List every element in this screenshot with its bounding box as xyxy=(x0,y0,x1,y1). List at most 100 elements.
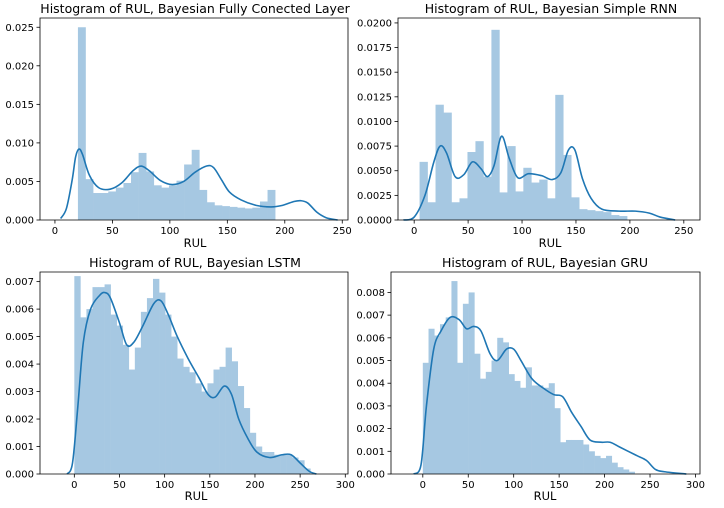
histogram-bar xyxy=(485,371,492,474)
histogram-bar xyxy=(115,187,124,220)
y-tick-label: 0.004 xyxy=(5,360,34,371)
histogram-bar xyxy=(304,468,311,474)
plot-frame xyxy=(397,17,701,221)
y-tick-label: 0.0150 xyxy=(357,68,392,79)
x-tick-label: 300 xyxy=(686,480,705,491)
y-tick-label: 0.005 xyxy=(356,356,385,367)
histogram-bar xyxy=(116,325,124,474)
x-tick-label: 150 xyxy=(200,480,219,491)
histogram-bar xyxy=(249,432,257,474)
y-tick-label: 0.015 xyxy=(5,100,34,111)
y-tick-label: 0.003 xyxy=(356,401,385,412)
histogram-bar xyxy=(514,380,521,474)
panel-simple-rnn: Histogram of RUL, Bayesian Simple RNN 0 5… xyxy=(357,1,701,250)
histogram-bar xyxy=(579,209,588,220)
histogram-bar xyxy=(617,467,624,474)
histogram-bar xyxy=(483,176,492,220)
histogram-bar xyxy=(189,372,196,474)
x-tick-label: 50 xyxy=(462,480,475,491)
panel-title: Histogram of RUL, Bayesian Fully Conecte… xyxy=(40,1,350,16)
y-tick-label: 0.007 xyxy=(356,311,385,322)
kde-curve xyxy=(59,148,338,221)
histogram-bar xyxy=(280,454,287,474)
histogram-bar xyxy=(531,182,540,220)
histogram-bar xyxy=(259,201,268,220)
x-axis-label: RUL xyxy=(184,236,207,250)
histogram-bar xyxy=(195,383,202,474)
y-tick-label: 0.007 xyxy=(5,277,34,288)
panel-title: Histogram of RUL, Bayesian GRU xyxy=(442,255,648,270)
y-tick-label: 0.004 xyxy=(356,379,385,390)
histogram-bar xyxy=(183,366,190,474)
x-axis-ticks: 0 50 100 150 200 250 xyxy=(52,220,352,237)
y-tick-label: 0.006 xyxy=(356,333,385,344)
x-tick-label: 200 xyxy=(275,226,294,237)
histogram-bar xyxy=(98,287,105,474)
histogram-bar xyxy=(213,369,220,474)
histogram-bar xyxy=(206,202,215,220)
histogram-bar xyxy=(244,208,253,220)
histogram-bar xyxy=(128,369,136,474)
histogram-bar xyxy=(292,457,299,474)
histogram-bar xyxy=(611,462,618,474)
histogram-bar xyxy=(439,324,447,474)
histogram-bar xyxy=(176,180,185,220)
histogram-bar xyxy=(507,146,516,220)
panel-title: Histogram of RUL, Bayesian LSTM xyxy=(89,255,301,270)
histogram-bar xyxy=(77,27,86,220)
x-tick-label: 50 xyxy=(462,226,475,237)
kde-curve xyxy=(413,315,687,475)
histogram-bar xyxy=(261,452,269,474)
histogram-bar xyxy=(508,374,515,474)
histogram-bar xyxy=(427,202,436,220)
histogram-bar xyxy=(222,206,230,220)
histogram-bar xyxy=(214,205,223,220)
histogram-bar xyxy=(159,292,166,474)
plot-frame xyxy=(39,17,349,221)
histogram-bar xyxy=(499,192,508,220)
histogram-bar xyxy=(92,287,99,474)
y-tick-label: 0.0125 xyxy=(357,92,392,103)
histogram-bar xyxy=(548,383,555,474)
histogram-bar xyxy=(468,292,475,474)
x-tick-label: 0 xyxy=(71,480,77,491)
histogram-bar xyxy=(474,353,481,474)
histogram-bar xyxy=(571,197,580,220)
histogram-bar xyxy=(451,202,460,220)
x-axis-ticks: 0 50 100 150 200 250 xyxy=(411,220,693,237)
histogram-bar xyxy=(603,212,612,220)
y-axis-ticks: 0.0000 0.0025 0.0050 0.0075 0.0100 0.0125 0.01… xyxy=(357,18,398,227)
histogram-bar xyxy=(177,358,184,474)
histogram-bar xyxy=(428,328,435,474)
histogram-bars xyxy=(77,27,276,220)
y-tick-label: 0.000 xyxy=(5,216,34,227)
y-tick-label: 0.002 xyxy=(5,415,34,426)
histogram-bar xyxy=(252,207,261,220)
histogram-bar xyxy=(563,154,572,220)
kde-curve xyxy=(66,291,317,475)
y-tick-label: 0.0000 xyxy=(357,216,392,227)
histogram-bar xyxy=(100,193,109,220)
histogram-bar xyxy=(543,387,550,474)
y-tick-label: 0.006 xyxy=(5,305,34,316)
histogram-bar xyxy=(600,458,607,474)
histogram-bar xyxy=(583,444,590,474)
histogram-bar xyxy=(267,189,276,220)
histogram-bar xyxy=(146,171,155,220)
histogram-bar xyxy=(451,281,458,474)
histogram-bar xyxy=(459,198,468,220)
x-tick-label: 200 xyxy=(245,480,264,491)
histogram-bar xyxy=(86,309,93,474)
x-axis-label: RUL xyxy=(185,489,208,503)
histogram-bar xyxy=(123,182,132,220)
histogram-bar xyxy=(207,383,214,474)
histogram-bar xyxy=(138,152,147,220)
x-tick-label: 150 xyxy=(566,226,585,237)
y-tick-label: 0.001 xyxy=(356,447,385,458)
y-tick-label: 0.000 xyxy=(356,470,385,481)
histogram-bar xyxy=(237,207,246,220)
histogram-bar xyxy=(108,191,117,220)
histogram-bar xyxy=(104,284,111,474)
histogram-bar xyxy=(560,442,567,474)
histogram-bar xyxy=(547,198,556,220)
